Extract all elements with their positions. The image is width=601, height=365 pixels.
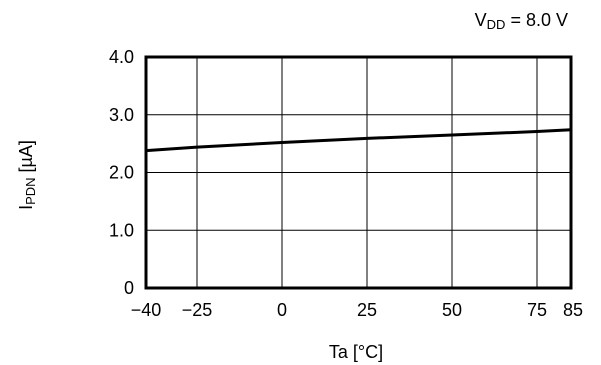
y-tick-labels: 0 1.0 2.0 3.0 4.0 bbox=[109, 47, 134, 298]
x-tick-label: 50 bbox=[442, 300, 462, 320]
x-tick-label: 0 bbox=[277, 300, 287, 320]
x-tick-label: 85 bbox=[563, 300, 583, 320]
x-tick-labels: −40 −25 0 25 50 75 85 bbox=[131, 300, 583, 320]
x-tick-label: 75 bbox=[527, 300, 547, 320]
y-tick-label: 0 bbox=[124, 278, 134, 298]
grid-lines bbox=[146, 57, 571, 288]
y-tick-label: 1.0 bbox=[109, 220, 134, 240]
x-axis-label: Ta [°C] bbox=[329, 342, 383, 362]
y-tick-label: 4.0 bbox=[109, 47, 134, 67]
y-tick-label: 2.0 bbox=[109, 163, 134, 183]
vdd-annotation: VDD = 8.0 V bbox=[475, 10, 568, 32]
x-tick-label: 25 bbox=[357, 300, 377, 320]
y-axis-label: IPDN [µA] bbox=[16, 140, 38, 210]
series-line-ipdn bbox=[145, 128, 572, 153]
y-tick-label: 3.0 bbox=[109, 105, 134, 125]
x-tick-label: −40 bbox=[131, 300, 162, 320]
plot-frame bbox=[144, 55, 573, 290]
x-tick-label: −25 bbox=[182, 300, 213, 320]
